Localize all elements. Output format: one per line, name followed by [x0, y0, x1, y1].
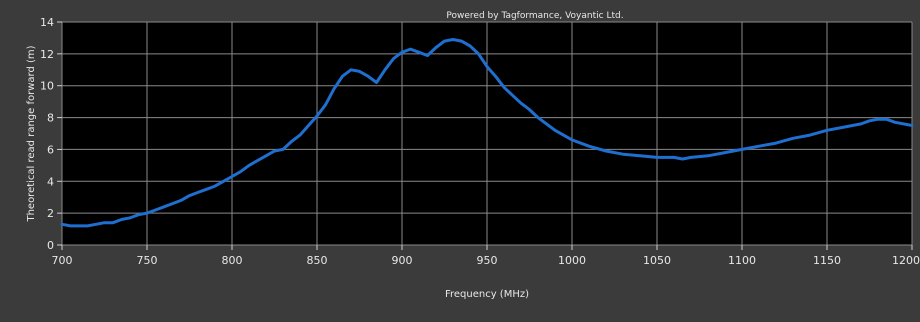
x-tick-label: 1100 [728, 254, 756, 267]
series-line [60, 38, 914, 228]
grid-lines [61, 21, 913, 246]
y-tick-label: 0 [47, 239, 54, 252]
chart-credit: Powered by Tagformance, Voyantic Ltd. [446, 11, 623, 21]
y-tick-label: 8 [47, 112, 54, 125]
y-tick-label: 4 [47, 175, 54, 188]
y-axis-label: Theoretical read range forward (m) [26, 45, 37, 222]
x-tick-label: 950 [477, 254, 498, 267]
series-layer [60, 38, 914, 228]
y-tick-label: 14 [40, 16, 54, 29]
x-tick-label: 1000 [558, 254, 586, 267]
x-axis-label: Frequency (MHz) [445, 289, 529, 300]
y-tick-label: 2 [47, 207, 54, 220]
x-tick-label: 800 [222, 254, 243, 267]
y-tick-label: 10 [40, 80, 54, 93]
y-tick-label: 6 [47, 143, 54, 156]
x-tick-label: 900 [392, 254, 413, 267]
x-tick-label: 1200 [892, 254, 920, 267]
x-tick-label: 1050 [643, 254, 671, 267]
x-tick-label: 1150 [813, 254, 841, 267]
x-tick-label: 700 [52, 254, 73, 267]
y-tick-label: 12 [40, 48, 54, 61]
x-tick-label: 850 [307, 254, 328, 267]
axis-ticks: 700 750 800 850 900 950 1000 1050 1100 1150 1200 0 2… [40, 16, 920, 267]
x-tick-label: 750 [137, 254, 158, 267]
